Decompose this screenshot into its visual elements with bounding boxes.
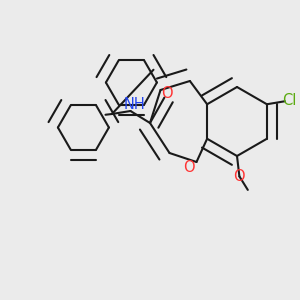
- Text: O: O: [234, 169, 245, 184]
- Text: NH: NH: [123, 97, 145, 112]
- Text: Cl: Cl: [282, 93, 296, 108]
- Text: O: O: [183, 160, 195, 175]
- Text: O: O: [161, 86, 172, 101]
